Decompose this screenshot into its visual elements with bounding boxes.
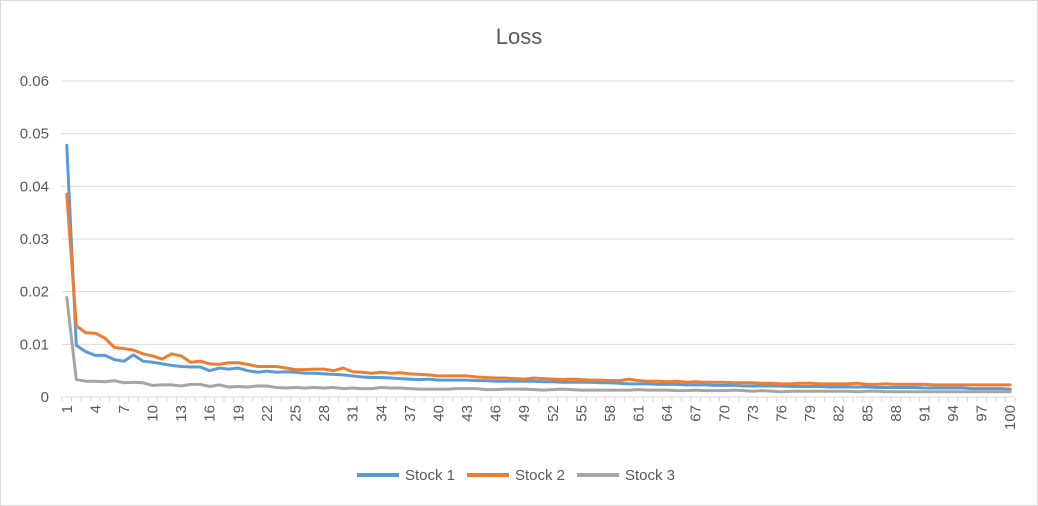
y-tick-label: 0.01 [20, 336, 49, 353]
x-tick-label: 7 [116, 405, 133, 413]
x-axis: 1 4 7 10 13 16 19 22 25 28 31 34 37 40 43 46 49 52 55 58 61 6… [59, 396, 1019, 430]
y-tick-label: 0.04 [20, 178, 49, 195]
legend-label: Stock 3 [625, 467, 675, 484]
x-tick-label: 73 [745, 405, 762, 422]
x-tick-label: 22 [259, 405, 276, 422]
x-tick-label: 16 [202, 405, 219, 422]
x-tick-label: 13 [173, 405, 190, 422]
x-tick-label: 79 [802, 405, 819, 422]
x-tick-label: 43 [459, 405, 476, 422]
series-line-stock-2 [65, 192, 1012, 387]
chart-title: Loss [496, 24, 542, 49]
y-tick-label: 0.06 [20, 73, 49, 90]
x-tick-label: 70 [716, 405, 733, 422]
y-tick-label: 0.03 [20, 231, 49, 248]
x-tick-label: 31 [345, 405, 362, 422]
x-tick-label: 4 [87, 405, 104, 413]
x-tick-label: 91 [916, 405, 933, 422]
x-tick-label: 76 [774, 405, 791, 422]
x-tick-label: 52 [545, 405, 562, 422]
x-tick-label: 61 [631, 405, 648, 422]
y-tick-label: 0 [41, 389, 49, 406]
x-tick-label: 97 [974, 405, 991, 422]
series-line-stock-1 [65, 143, 1012, 391]
legend: Stock 1 Stock 2 Stock 3 [357, 467, 675, 484]
series-line-stock-3 [65, 295, 1012, 394]
x-tick-label: 94 [945, 405, 962, 422]
x-tick-label: 55 [573, 405, 590, 422]
x-tick-label: 46 [488, 405, 505, 422]
gridlines [62, 80, 1015, 345]
x-tick-label: 19 [230, 405, 247, 422]
x-tick-label: 58 [602, 405, 619, 422]
x-tick-label: 37 [402, 405, 419, 422]
x-tick-label: 49 [516, 405, 533, 422]
x-tick-label: 67 [688, 405, 705, 422]
y-tick-label: 0.05 [20, 126, 49, 143]
y-tick-label: 0.02 [20, 284, 49, 301]
x-tick-label: 85 [859, 405, 876, 422]
x-tick-label: 1 [59, 405, 76, 413]
x-tick-label: 82 [831, 405, 848, 422]
x-tick-label: 88 [888, 405, 905, 422]
x-tick-label: 40 [430, 405, 447, 422]
legend-label: Stock 1 [405, 467, 455, 484]
x-tick-label: 34 [373, 405, 390, 422]
legend-label: Stock 2 [515, 467, 565, 484]
x-tick-label: 64 [659, 405, 676, 422]
y-axis-ticks: 0 0.01 0.02 0.03 0.04 0.05 0.06 [20, 73, 49, 406]
x-tick-label: 28 [316, 405, 333, 422]
series-lines [65, 143, 1012, 394]
x-tick-label: 25 [287, 405, 304, 422]
x-tick-label: 10 [145, 405, 162, 422]
x-tick-label: 100 [1002, 405, 1019, 430]
